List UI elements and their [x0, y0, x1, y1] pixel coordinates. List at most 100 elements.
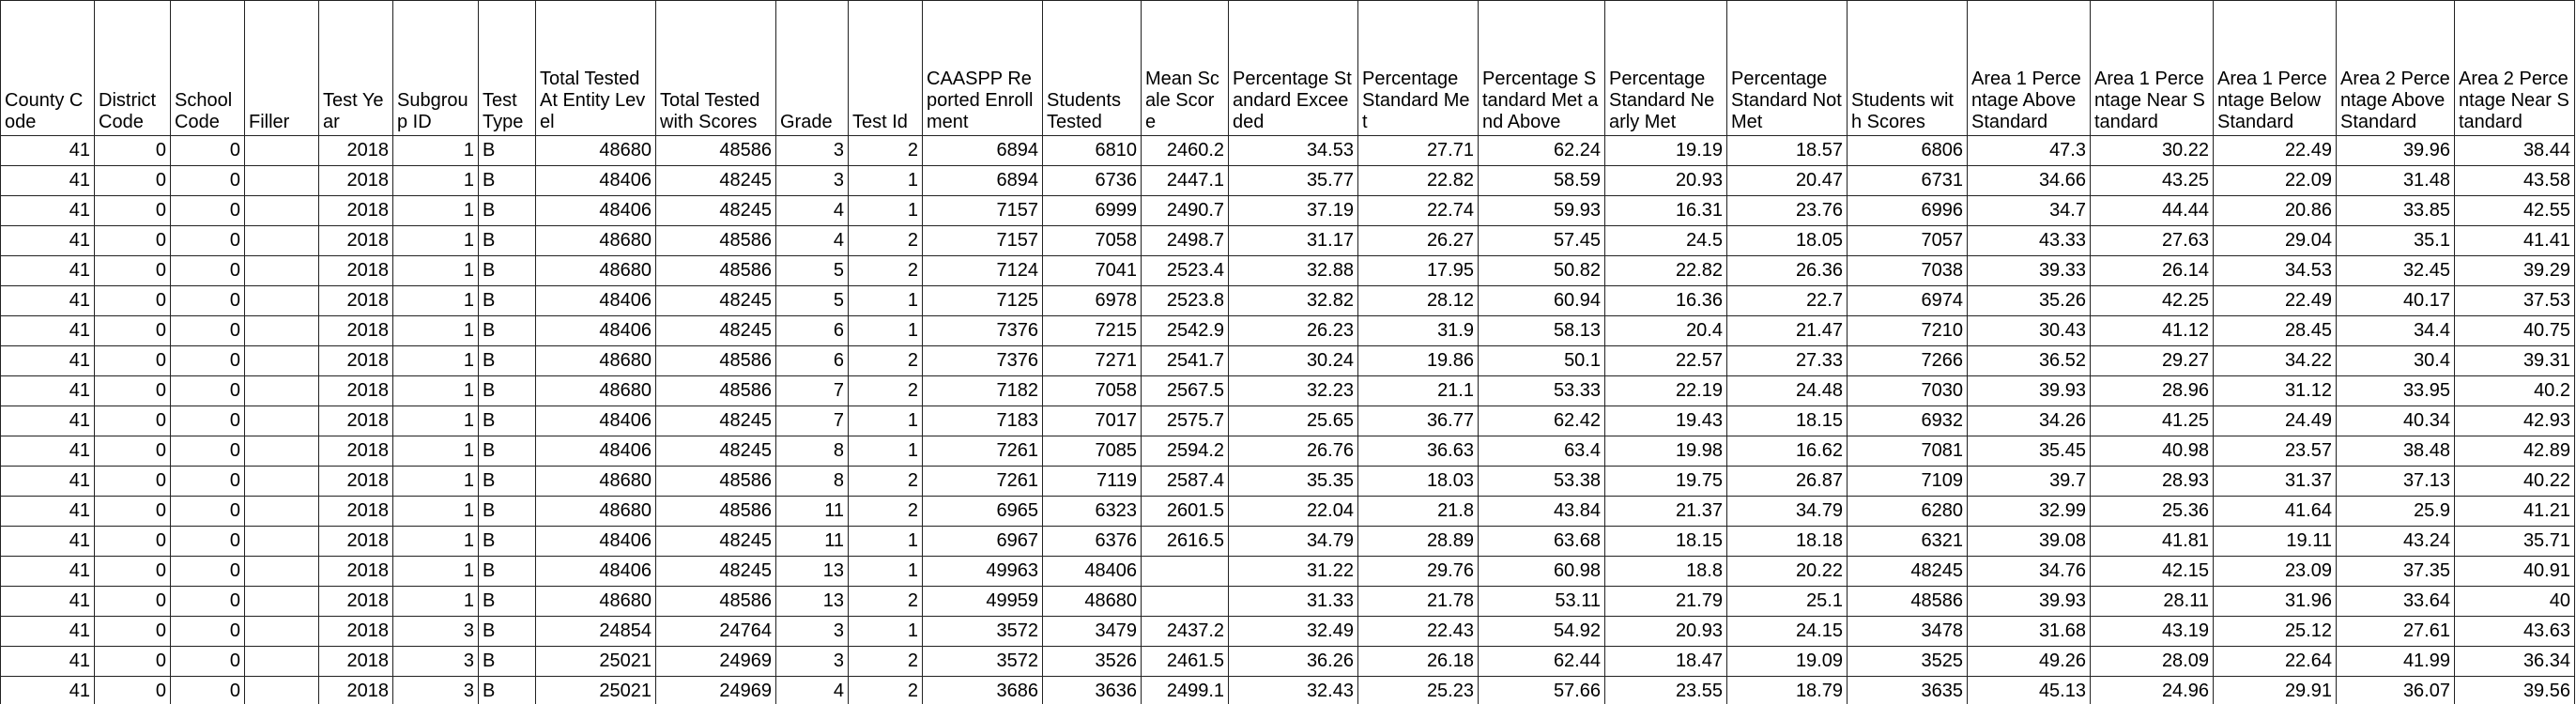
- table-cell: 6376: [1042, 526, 1142, 557]
- table-cell: 7119: [1042, 466, 1142, 497]
- table-cell: 2018: [318, 556, 393, 587]
- table-cell: 34.26: [1967, 406, 2091, 436]
- table-cell: 2018: [318, 466, 393, 497]
- table-cell: 40.91: [2454, 556, 2575, 587]
- table-cell: 22.49: [2213, 135, 2337, 166]
- table-cell: 0: [94, 496, 171, 527]
- table-cell: 1: [392, 466, 479, 497]
- table-cell: 28.09: [2090, 646, 2214, 677]
- table-cell: 18.05: [1726, 225, 1848, 256]
- table-cell: [1141, 586, 1229, 617]
- table-cell: 24.49: [2213, 406, 2337, 436]
- table-cell: 7124: [922, 255, 1043, 286]
- table-row: 41 0 0 2018 1 B 48406 48245 7 1 7183 7017 2575.7 25.6…: [0, 406, 2575, 436]
- table-cell: 20.93: [1604, 616, 1727, 647]
- table-cell: 25.65: [1228, 406, 1358, 436]
- table-row: 41 0 0 2018 1 B 48406 48245 3 1 6894 6736 2447.1 35.7…: [0, 165, 2575, 196]
- table-cell: 1: [392, 135, 479, 166]
- table-cell: 27.61: [2336, 616, 2455, 647]
- table-cell: 21.79: [1604, 586, 1727, 617]
- table-cell: 36.52: [1967, 345, 2091, 376]
- table-cell: 41: [0, 646, 95, 677]
- table-cell: 5: [775, 255, 849, 286]
- table-cell: 21.47: [1726, 315, 1848, 346]
- table-cell: 6932: [1847, 406, 1968, 436]
- table-cell: 7085: [1042, 436, 1142, 467]
- table-cell: 2: [848, 255, 923, 286]
- table-cell: B: [478, 285, 536, 316]
- table-cell: 30.22: [2090, 135, 2214, 166]
- table-cell: 2498.7: [1141, 225, 1229, 256]
- table-cell: 0: [94, 315, 171, 346]
- table-cell: 32.43: [1228, 676, 1358, 704]
- table-cell: 7210: [1847, 315, 1968, 346]
- table-cell: 4: [775, 676, 849, 704]
- table-cell: 60.94: [1478, 285, 1605, 316]
- table-cell: 18.15: [1604, 526, 1727, 557]
- table-cell: 22.43: [1357, 616, 1479, 647]
- table-cell: 53.33: [1478, 375, 1605, 406]
- table-cell: 2018: [318, 285, 393, 316]
- table-cell: 22.19: [1604, 375, 1727, 406]
- table-cell: 2: [848, 586, 923, 617]
- table-cell: B: [478, 406, 536, 436]
- column-header: Students with Scores: [1847, 0, 1968, 136]
- table-cell: 7157: [922, 195, 1043, 226]
- table-cell: 2: [848, 646, 923, 677]
- table-cell: 22.64: [2213, 646, 2337, 677]
- table-cell: 22.82: [1604, 255, 1727, 286]
- table-cell: B: [478, 466, 536, 497]
- table-cell: 0: [94, 556, 171, 587]
- table-cell: [244, 375, 319, 406]
- table-cell: 2587.4: [1141, 466, 1229, 497]
- table-cell: 0: [94, 676, 171, 704]
- table-cell: B: [478, 165, 536, 196]
- table-cell: 6999: [1042, 195, 1142, 226]
- table-cell: 5: [775, 285, 849, 316]
- table-cell: 1: [848, 436, 923, 467]
- table-row: 41 0 0 2018 1 B 48406 48245 5 1 7125 6978 2523.8 32.8…: [0, 285, 2575, 316]
- table-cell: 35.77: [1228, 165, 1358, 196]
- table-cell: 22.04: [1228, 496, 1358, 527]
- table-cell: 36.63: [1357, 436, 1479, 467]
- table-cell: 2499.1: [1141, 676, 1229, 704]
- table-cell: [244, 285, 319, 316]
- table-cell: [1141, 556, 1229, 587]
- table-cell: 27.71: [1357, 135, 1479, 166]
- table-row: 41 0 0 2018 1 B 48680 48586 6 2 7376 7271 2541.7 30.2…: [0, 345, 2575, 376]
- table-cell: 30.4: [2336, 345, 2455, 376]
- table-cell: 24.15: [1726, 616, 1848, 647]
- column-header: Area 1 Percentage Near Standard: [2090, 0, 2214, 136]
- table-cell: 0: [170, 496, 245, 527]
- table-cell: 41: [0, 345, 95, 376]
- table-cell: 1: [392, 225, 479, 256]
- table-cell: 24969: [655, 646, 776, 677]
- table-cell: 2018: [318, 165, 393, 196]
- table-cell: 6: [775, 315, 849, 346]
- table-cell: 13: [775, 586, 849, 617]
- table-cell: 41: [0, 616, 95, 647]
- table-cell: 28.11: [2090, 586, 2214, 617]
- table-cell: 34.79: [1726, 496, 1848, 527]
- table-cell: 0: [94, 255, 171, 286]
- table-cell: 2542.9: [1141, 315, 1229, 346]
- table-cell: 29.27: [2090, 345, 2214, 376]
- table-cell: 0: [170, 616, 245, 647]
- table-cell: 2447.1: [1141, 165, 1229, 196]
- table-cell: 1: [848, 165, 923, 196]
- table-cell: 48586: [655, 255, 776, 286]
- table-cell: 0: [94, 436, 171, 467]
- table-cell: 34.53: [1228, 135, 1358, 166]
- table-cell: 48680: [535, 586, 656, 617]
- table-row: 41 0 0 2018 1 B 48406 48245 13 1 49963 48406 31.22 29…: [0, 556, 2575, 587]
- table-cell: 40.34: [2336, 406, 2455, 436]
- table-cell: 48586: [655, 466, 776, 497]
- table-cell: 6736: [1042, 165, 1142, 196]
- table-cell: 32.88: [1228, 255, 1358, 286]
- table-cell: 34.76: [1967, 556, 2091, 587]
- table-cell: 22.49: [2213, 285, 2337, 316]
- table-cell: [244, 586, 319, 617]
- table-cell: 48680: [535, 135, 656, 166]
- table-cell: B: [478, 586, 536, 617]
- table-cell: B: [478, 676, 536, 704]
